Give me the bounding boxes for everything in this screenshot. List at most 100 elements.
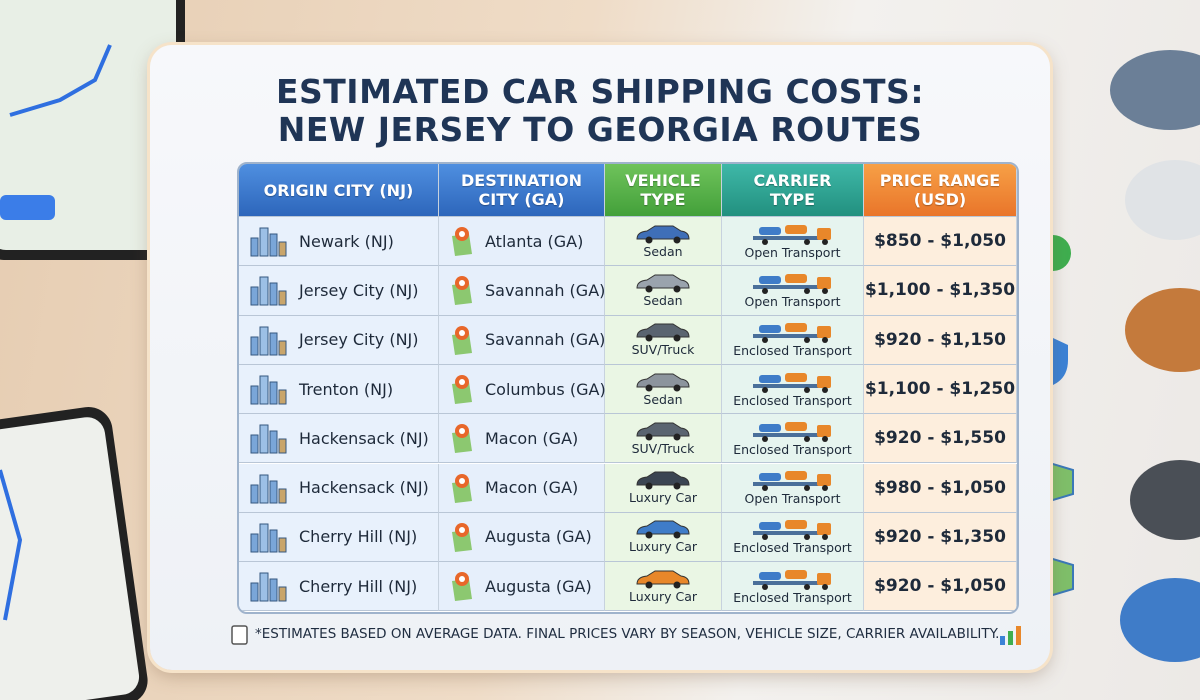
cell-text: Savannah (GA) [485, 330, 606, 350]
cell-text: Sedan [643, 391, 683, 407]
table-cell: $920 - $1,150 [864, 315, 1017, 365]
table-cell: Savannah (GA) [439, 266, 606, 316]
cell-text: $920 - $1,050 [874, 576, 1006, 597]
table-cell: $980 - $1,050 [864, 463, 1017, 513]
table-cell: Enclosed Transport [722, 315, 864, 365]
cell-text: $920 - $1,550 [874, 428, 1006, 449]
carrier-icon [752, 323, 831, 344]
car-icon [636, 323, 690, 342]
skyline-icon [250, 572, 287, 602]
cell-text: Sedan [643, 243, 683, 259]
table-cell: Enclosed Transport [722, 414, 864, 464]
car-icon [636, 225, 690, 244]
cell-text: Cherry Hill (NJ) [299, 527, 418, 547]
cell-text: Jersey City (NJ) [299, 330, 419, 350]
table-cell: Newark (NJ) [239, 217, 439, 267]
cell-text: Savannah (GA) [485, 280, 606, 300]
table-cell: Open Transport [722, 266, 864, 316]
column-header: VEHICLE TYPE [605, 164, 722, 217]
table-cell: $920 - $1,550 [864, 414, 1017, 464]
table-cell: Columbus (GA) [439, 364, 606, 415]
table-cell: Macon (GA) [439, 414, 605, 464]
table-cell: Open Transport [722, 217, 864, 267]
carrier-icon [752, 421, 831, 442]
cell-text: Enclosed Transport [733, 540, 852, 556]
table-cell: $920 - $1,050 [864, 562, 1017, 612]
cell-text: Open Transport [744, 293, 841, 309]
phone-screen [0, 417, 140, 700]
cell-text: Sedan [643, 292, 683, 308]
route [9, 44, 112, 117]
table-cell: Augusta (GA) [439, 512, 605, 563]
cell-text: Open Transport [744, 491, 841, 507]
table-cell: Cherry Hill (NJ) [239, 512, 439, 563]
route [0, 469, 23, 621]
table-cell: Enclosed Transport [722, 562, 864, 612]
cell-text: Augusta (GA) [485, 576, 592, 596]
table-cell: Luxury Car [605, 562, 722, 612]
table-cell: Luxury Car [605, 463, 722, 513]
skyline-icon [250, 276, 287, 306]
table-cell: Cherry Hill (NJ) [239, 562, 439, 612]
map-pin-icon [452, 473, 472, 503]
table-cell: $920 - $1,350 [864, 512, 1017, 563]
cell-text: Jersey City (NJ) [299, 280, 419, 300]
table-cell: Sedan [605, 364, 722, 415]
column-header: CARRIER TYPE [722, 164, 864, 217]
cell-text: Hackensack (NJ) [299, 478, 429, 498]
cell-text: $1,100 - $1,350 [864, 280, 1016, 301]
cell-text: Open Transport [744, 244, 841, 260]
cell-text: Luxury Car [628, 490, 698, 506]
table: ORIGIN CITY (NJ) DESTINATION CITY (GA) VEH… [237, 162, 1019, 614]
table-cell: Atlanta (GA) [439, 217, 605, 267]
table-cell: Hackensack (NJ) [239, 414, 439, 464]
cell-text: Macon (GA) [485, 428, 579, 448]
carrier-icon [752, 273, 831, 294]
cell-text: SUV/Truck [631, 440, 695, 456]
cell-text: Enclosed Transport [733, 589, 852, 605]
clipboard-icon [231, 625, 248, 645]
table-cell: Enclosed Transport [722, 364, 864, 415]
cell-text: Cherry Hill (NJ) [299, 576, 418, 596]
table-cell: Open Transport [722, 463, 864, 513]
table-cell: Trenton (NJ) [239, 364, 439, 415]
map-pin-icon [452, 572, 472, 602]
cell-text: Enclosed Transport [733, 441, 852, 457]
cell-text: Macon (GA) [485, 478, 579, 498]
title: ESTIMATED CAR SHIPPING COSTS: [275, 72, 925, 111]
table-cell: Hackensack (NJ) [239, 463, 439, 513]
skyline-icon [250, 375, 287, 405]
table-cell: Sedan [605, 217, 722, 267]
car-icon [636, 422, 690, 441]
table-cell: Enclosed Transport [722, 512, 864, 563]
skyline-icon [250, 474, 287, 504]
cell-text: Augusta (GA) [485, 527, 592, 547]
table-cell: Jersey City (NJ) [239, 266, 439, 316]
cell-text: Columbus (GA) [485, 379, 606, 399]
table-cell: $1,100 - $1,350 [864, 266, 1017, 316]
table-cell: Jersey City (NJ) [239, 315, 439, 365]
cell-text: Enclosed Transport [733, 392, 852, 408]
map-pin-icon [452, 424, 472, 454]
skyline-icon [250, 227, 287, 257]
cell-text: $920 - $1,150 [874, 329, 1006, 350]
carrier-icon [752, 471, 831, 492]
table-cell: Sedan [605, 266, 722, 316]
map-pin-icon [452, 522, 472, 552]
cell-text: $850 - $1,050 [874, 231, 1006, 252]
car-icon [636, 373, 690, 392]
map-pin-icon [452, 227, 472, 257]
footnote: *ESTIMATES BASED ON AVERAGE DATA. FINAL … [255, 626, 1000, 642]
cell-text: $980 - $1,050 [874, 477, 1006, 498]
column-header: ORIGIN CITY (NJ) [239, 164, 439, 217]
title: NEW JERSEY TO GEORGIA ROUTES [277, 110, 923, 149]
cell-text: Luxury Car [628, 539, 698, 555]
cell-text: Enclosed Transport [733, 343, 852, 359]
skyline-icon [250, 523, 287, 553]
cell-text: Newark (NJ) [299, 231, 394, 251]
carrier-icon [752, 520, 831, 541]
table-cell: SUV/Truck [605, 315, 722, 365]
cell-text: $920 - $1,350 [874, 526, 1006, 547]
cell-text: Trenton (NJ) [299, 379, 394, 399]
